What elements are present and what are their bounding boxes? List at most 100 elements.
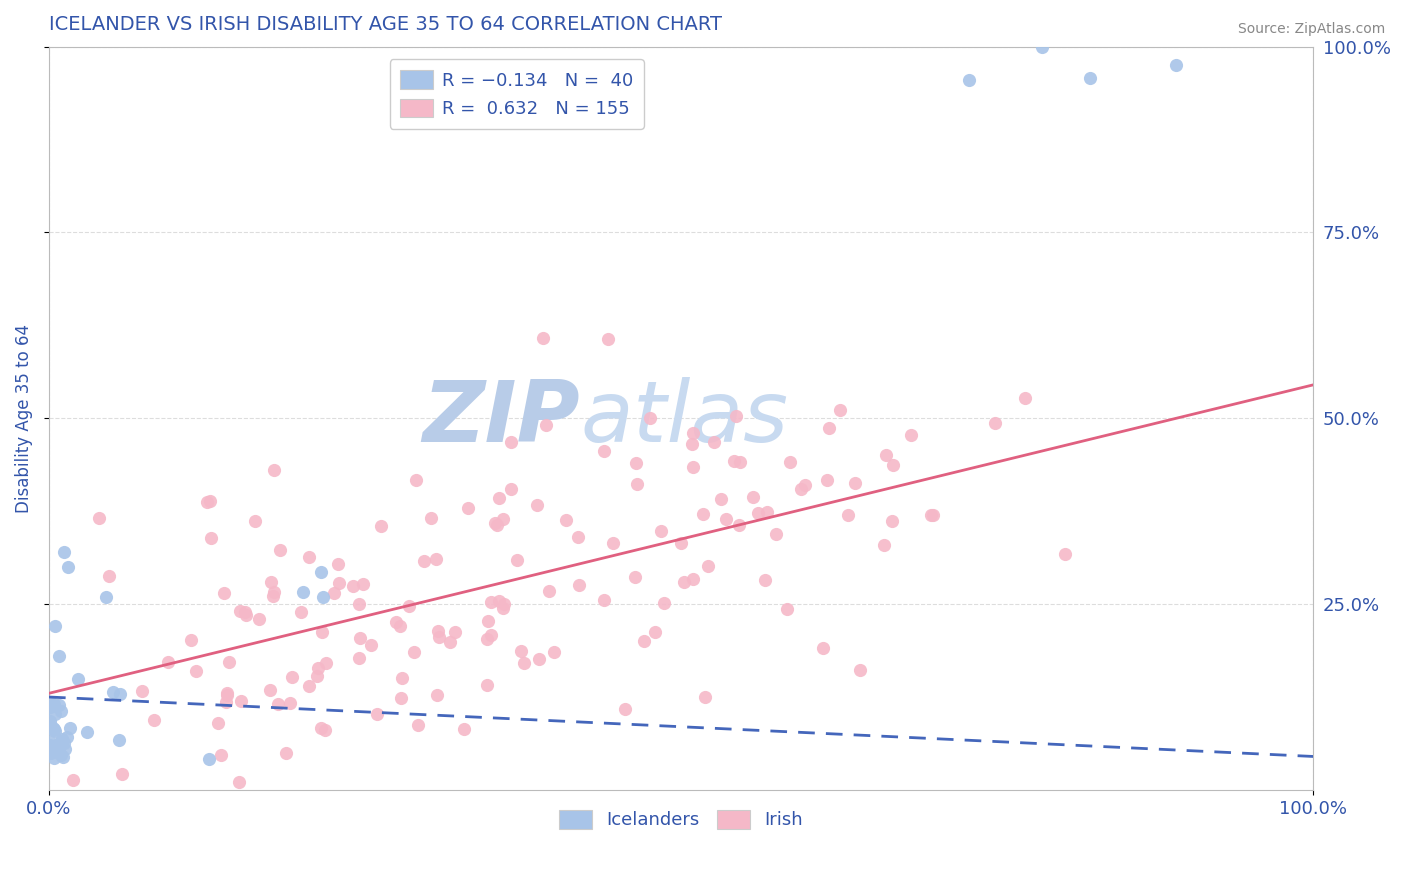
Point	[366, 706, 388, 721]
Point	[233, 605, 256, 619]
Point	[52, 736, 75, 750]
Point	[488, 594, 510, 608]
Point	[406, 718, 429, 732]
Point	[555, 513, 578, 527]
Point	[48, 698, 70, 713]
Point	[875, 448, 897, 462]
Point	[42, 721, 65, 735]
Point	[682, 460, 704, 475]
Point	[492, 597, 515, 611]
Point	[311, 721, 333, 735]
Point	[527, 651, 550, 665]
Point	[779, 455, 801, 469]
Point	[326, 557, 349, 571]
Point	[247, 612, 270, 626]
Point	[131, 684, 153, 698]
Point	[526, 499, 548, 513]
Point	[790, 482, 813, 496]
Point	[957, 73, 980, 87]
Point	[650, 524, 672, 538]
Point	[49, 734, 72, 748]
Point	[48, 649, 70, 664]
Point	[567, 530, 589, 544]
Point	[984, 416, 1007, 430]
Point	[53, 741, 76, 756]
Point	[39, 734, 62, 748]
Legend: Icelanders, Irish: Icelanders, Irish	[553, 803, 810, 837]
Point	[44, 707, 66, 722]
Point	[920, 508, 942, 522]
Point	[39, 714, 62, 728]
Point	[537, 584, 560, 599]
Point	[328, 576, 350, 591]
Point	[633, 634, 655, 648]
Point	[714, 512, 737, 526]
Point	[298, 549, 321, 564]
Point	[873, 537, 896, 551]
Point	[322, 586, 344, 600]
Point	[298, 679, 321, 693]
Point	[370, 518, 392, 533]
Point	[274, 747, 297, 761]
Point	[280, 696, 302, 710]
Point	[94, 590, 117, 604]
Point	[614, 701, 637, 715]
Point	[682, 425, 704, 440]
Point	[260, 574, 283, 589]
Point	[215, 689, 238, 703]
Point	[53, 545, 76, 559]
Point	[499, 482, 522, 496]
Point	[682, 573, 704, 587]
Point	[245, 514, 267, 528]
Point	[352, 577, 374, 591]
Text: ZIP: ZIP	[422, 376, 581, 459]
Point	[267, 697, 290, 711]
Point	[291, 585, 314, 599]
Point	[360, 638, 382, 652]
Point	[404, 644, 426, 658]
Point	[229, 604, 252, 618]
Point	[486, 518, 509, 533]
Point	[593, 593, 616, 607]
Point	[742, 490, 765, 504]
Point	[593, 443, 616, 458]
Point	[290, 605, 312, 619]
Point	[703, 435, 725, 450]
Point	[815, 473, 838, 487]
Y-axis label: Disability Age 35 to 64: Disability Age 35 to 64	[15, 324, 32, 513]
Point	[307, 661, 329, 675]
Point	[62, 772, 84, 787]
Point	[1053, 547, 1076, 561]
Point	[681, 437, 703, 451]
Point	[44, 619, 66, 633]
Point	[42, 742, 65, 756]
Point	[218, 655, 240, 669]
Point	[510, 644, 533, 658]
Point	[103, 684, 125, 698]
Point	[349, 597, 371, 611]
Point	[457, 500, 479, 515]
Point	[638, 411, 661, 425]
Point	[41, 746, 63, 760]
Point	[280, 670, 302, 684]
Point	[673, 575, 696, 590]
Point	[747, 506, 769, 520]
Point	[195, 494, 218, 508]
Point	[849, 663, 872, 677]
Point	[309, 566, 332, 580]
Point	[568, 578, 591, 592]
Point	[49, 704, 72, 718]
Point	[263, 463, 285, 477]
Point	[48, 745, 70, 759]
Point	[388, 619, 411, 633]
Point	[52, 750, 75, 764]
Point	[349, 632, 371, 646]
Point	[209, 747, 232, 762]
Point	[453, 722, 475, 736]
Text: Source: ZipAtlas.com: Source: ZipAtlas.com	[1237, 22, 1385, 37]
Point	[420, 510, 443, 524]
Point	[110, 687, 132, 701]
Point	[818, 421, 841, 435]
Point	[444, 624, 467, 639]
Point	[42, 723, 65, 738]
